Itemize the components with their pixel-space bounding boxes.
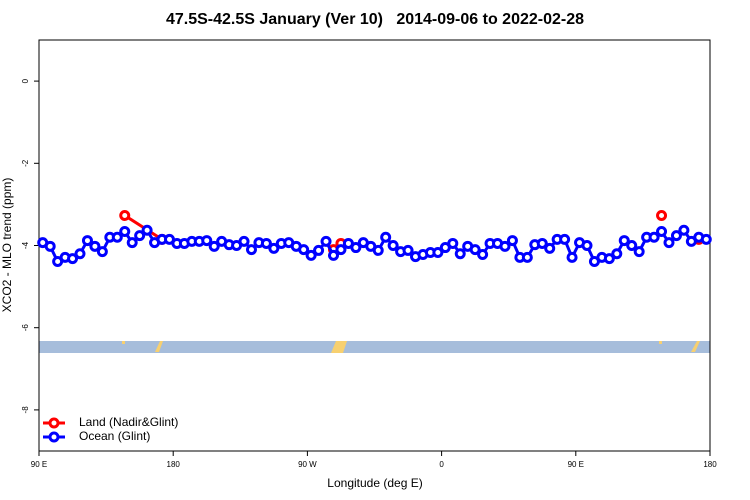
y-tick-label: -6 — [21, 324, 30, 332]
y-axis-label: XCO2 - MLO trend (ppm) — [0, 178, 14, 313]
legend-marker — [48, 417, 60, 429]
point — [387, 240, 399, 251]
point — [626, 240, 638, 251]
point — [372, 244, 384, 256]
point — [499, 240, 511, 252]
x-tick-label: 180 — [167, 460, 181, 469]
point — [81, 235, 93, 247]
legend-marker — [48, 431, 60, 443]
point — [350, 242, 362, 254]
point — [432, 246, 444, 258]
point — [477, 249, 489, 261]
point — [618, 235, 630, 247]
point — [298, 244, 310, 256]
coverage-band — [39, 341, 710, 353]
point — [44, 240, 56, 252]
point — [700, 233, 712, 245]
point — [559, 233, 571, 245]
point — [656, 226, 668, 238]
point — [544, 242, 556, 254]
x-tick-label: 90 E — [31, 460, 47, 469]
x-tick-label: 0 — [439, 460, 444, 469]
point — [566, 251, 578, 263]
point — [89, 240, 101, 252]
coverage-marks — [122, 341, 700, 353]
point — [260, 237, 272, 249]
point — [656, 209, 668, 221]
point — [134, 230, 146, 242]
point — [208, 240, 220, 252]
legend-label: Land (Nadir&Glint) — [79, 415, 178, 429]
point — [447, 237, 459, 249]
point — [335, 244, 347, 256]
x-tick-label: 180 — [703, 460, 717, 469]
point — [603, 253, 615, 265]
point — [111, 231, 123, 243]
x-axis-label: Longitude (deg E) — [327, 476, 422, 490]
point — [536, 237, 548, 249]
point — [581, 240, 593, 251]
point — [327, 249, 339, 261]
point — [454, 248, 466, 260]
point — [670, 230, 682, 242]
point — [469, 244, 481, 256]
point — [119, 226, 131, 238]
point — [305, 249, 317, 261]
point — [402, 244, 414, 256]
point — [506, 235, 518, 247]
point — [521, 251, 533, 263]
y-tick-label: -4 — [21, 241, 30, 249]
point — [648, 231, 660, 243]
point — [96, 246, 108, 258]
legend-label: Ocean (Glint) — [79, 429, 150, 443]
point — [678, 224, 690, 236]
point — [245, 244, 257, 256]
y-tick-label: 0 — [21, 78, 30, 83]
point — [380, 231, 392, 243]
point — [74, 248, 86, 260]
point — [126, 237, 138, 249]
point — [141, 224, 153, 236]
point — [67, 253, 79, 265]
point — [633, 246, 645, 258]
y-tick-label: -2 — [21, 159, 30, 167]
point — [238, 235, 250, 247]
point — [119, 209, 131, 221]
point — [320, 235, 332, 247]
point — [313, 244, 325, 256]
x-tick-label: 90 W — [298, 460, 317, 469]
point — [663, 237, 675, 249]
point — [201, 235, 213, 247]
y-tick-label: -8 — [21, 406, 30, 414]
point — [268, 242, 280, 254]
point — [611, 248, 623, 260]
x-tick-label: 90 E — [568, 460, 584, 469]
chart-title: 47.5S-42.5S January (Ver 10) 2014-09-06 … — [166, 11, 584, 28]
